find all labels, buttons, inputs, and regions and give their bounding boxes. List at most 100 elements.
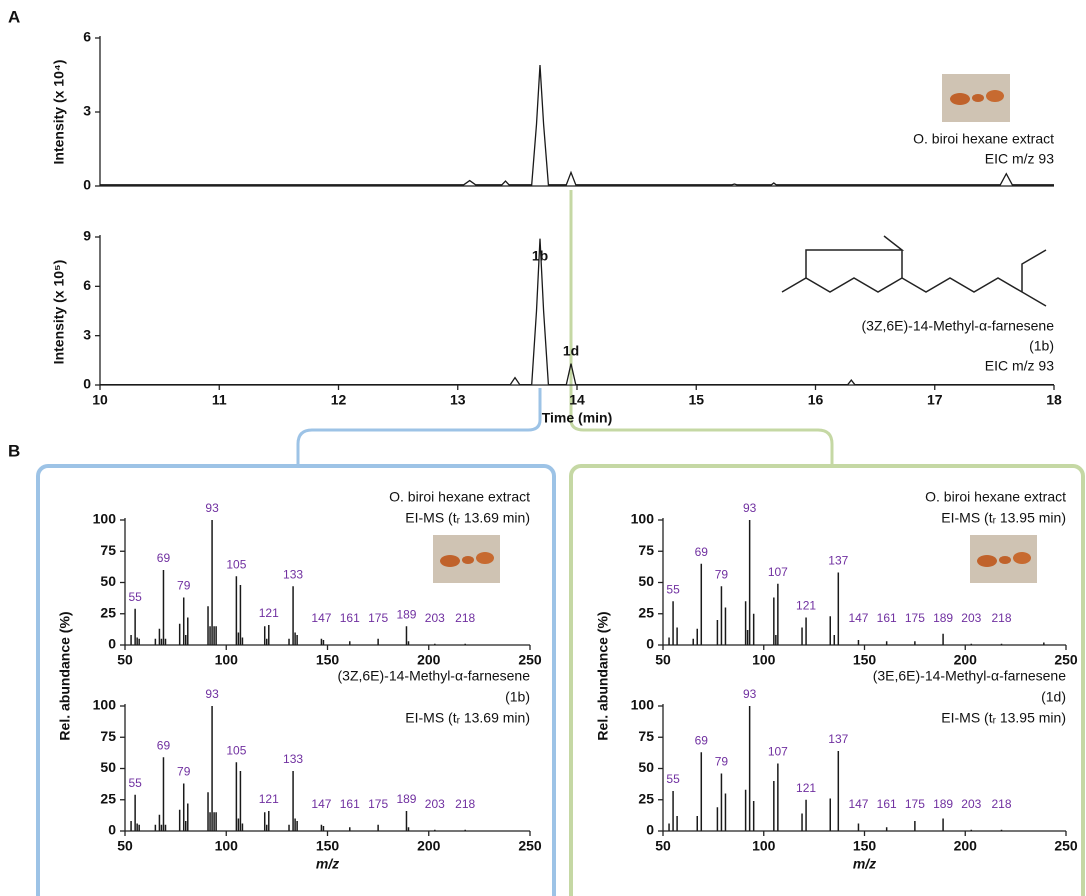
annotation: EI-MS (tᵣ 13.95 min) xyxy=(941,510,1066,526)
peak-label: 105 xyxy=(226,557,246,571)
peak-label: 69 xyxy=(695,545,709,559)
peak-label: 133 xyxy=(283,567,303,581)
x-tick-label: 200 xyxy=(417,652,441,668)
annotation: O. biroi hexane extract xyxy=(389,489,530,505)
y-axis-label: Intensity (x 10⁵) xyxy=(51,260,67,365)
peak-label: 93 xyxy=(743,687,757,701)
peak-label: 121 xyxy=(796,599,816,613)
y-tick-label: 100 xyxy=(93,697,117,713)
y-tick-label: 75 xyxy=(638,542,654,558)
y-tick-label: 0 xyxy=(108,636,116,652)
peak-label: 175 xyxy=(905,611,925,625)
y-tick-label: 100 xyxy=(631,511,655,527)
peak-label: 69 xyxy=(695,733,709,747)
x-tick-label: 12 xyxy=(331,392,347,408)
x-tick-label: 250 xyxy=(518,838,542,854)
peak-label: 161 xyxy=(340,611,360,625)
annotation: EIC m/z 93 xyxy=(985,151,1054,167)
box-1b xyxy=(36,464,556,896)
y-tick-label: 6 xyxy=(83,277,91,293)
y-tick-label: 0 xyxy=(83,177,91,193)
x-tick-label: 200 xyxy=(954,652,978,668)
peak-label: 79 xyxy=(177,579,191,593)
peak-label: 55 xyxy=(666,772,680,786)
x-tick-label: 50 xyxy=(117,652,133,668)
trace xyxy=(100,238,1054,386)
y-tick-label: 50 xyxy=(100,759,116,775)
peak-label: 107 xyxy=(768,745,788,759)
peak-label: 93 xyxy=(743,501,757,515)
x-tick-label: 200 xyxy=(954,838,978,854)
peak-label: 161 xyxy=(877,797,897,811)
peak-label: 175 xyxy=(368,611,388,625)
x-axis-label: m/z xyxy=(853,856,876,872)
x-tick-label: 150 xyxy=(853,652,877,668)
x-tick-label: 50 xyxy=(655,838,671,854)
y-tick-label: 25 xyxy=(100,790,116,806)
peak-label: 121 xyxy=(259,606,279,620)
peak-label: 218 xyxy=(455,611,475,625)
annotation: (3E,6E)-14-Methyl-α-farnesene xyxy=(873,668,1066,684)
y-tick-label: 6 xyxy=(83,29,91,45)
peak-label: 147 xyxy=(848,797,868,811)
y-axis-label: Rel. abundance (%) xyxy=(595,611,611,740)
y-tick-label: 75 xyxy=(100,542,116,558)
panel-label: B xyxy=(8,441,20,460)
peak-label: 107 xyxy=(768,565,788,579)
annotation: EI-MS (tᵣ 13.69 min) xyxy=(405,510,530,526)
annotation: (3Z,6E)-14-Methyl-α-farnesene xyxy=(862,318,1055,334)
peak-label: 203 xyxy=(425,797,445,811)
x-tick-label: 250 xyxy=(1054,652,1078,668)
annotation: EI-MS (tᵣ 13.69 min) xyxy=(405,710,530,726)
annotation: O. biroi hexane extract xyxy=(913,131,1054,147)
peak-label: 203 xyxy=(961,797,981,811)
x-tick-label: 100 xyxy=(752,838,776,854)
peak-label: 137 xyxy=(828,732,848,746)
y-tick-label: 0 xyxy=(108,822,116,838)
panel-label: A xyxy=(8,7,20,26)
x-tick-label: 150 xyxy=(853,838,877,854)
x-tick-label: 17 xyxy=(927,392,943,408)
x-axis-label: Time (min) xyxy=(542,410,613,426)
y-tick-label: 50 xyxy=(100,573,116,589)
x-tick-label: 250 xyxy=(518,652,542,668)
x-tick-label: 14 xyxy=(569,392,585,408)
molecule xyxy=(805,235,905,278)
annotation: (1d) xyxy=(1041,689,1066,705)
y-tick-label: 0 xyxy=(646,636,654,652)
connector-1b xyxy=(296,388,542,466)
peak-label: 147 xyxy=(848,611,868,625)
box-1d xyxy=(569,464,1085,896)
x-tick-label: 13 xyxy=(450,392,466,408)
peak-label: 137 xyxy=(828,554,848,568)
y-axis-label: Rel. abundance (%) xyxy=(57,611,73,740)
y-tick-label: 0 xyxy=(83,376,91,392)
ant-photo xyxy=(970,535,1037,583)
ant-photo xyxy=(942,74,1010,122)
peak-label: 79 xyxy=(177,765,191,779)
peak-label: 203 xyxy=(425,611,445,625)
x-tick-label: 150 xyxy=(316,652,340,668)
peak-label: 161 xyxy=(877,611,897,625)
x-tick-label: 15 xyxy=(688,392,704,408)
y-tick-label: 75 xyxy=(638,728,654,744)
y-tick-label: 50 xyxy=(638,759,654,775)
y-tick-label: 25 xyxy=(638,790,654,806)
peak-label: 121 xyxy=(259,792,279,806)
x-tick-label: 10 xyxy=(92,392,108,408)
connector-1d xyxy=(569,190,834,466)
peak-label: 218 xyxy=(455,797,475,811)
peak-label: 69 xyxy=(157,738,171,752)
y-tick-label: 25 xyxy=(638,604,654,620)
annotation: (3Z,6E)-14-Methyl-α-farnesene xyxy=(338,668,531,684)
annotation: (1b) xyxy=(505,689,530,705)
peak-label: 147 xyxy=(311,611,331,625)
y-tick-label: 50 xyxy=(638,573,654,589)
peak-label: 189 xyxy=(933,797,953,811)
peak-label: 121 xyxy=(796,781,816,795)
annotation: EIC m/z 93 xyxy=(985,358,1054,374)
peak-label: 189 xyxy=(396,607,416,621)
x-tick-label: 100 xyxy=(752,652,776,668)
y-tick-label: 75 xyxy=(100,728,116,744)
peak-label: 105 xyxy=(226,743,246,757)
